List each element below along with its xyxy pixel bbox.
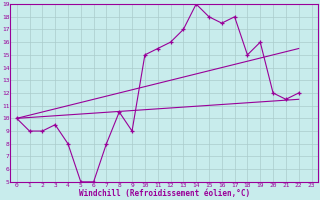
X-axis label: Windchill (Refroidissement éolien,°C): Windchill (Refroidissement éolien,°C)	[78, 189, 250, 198]
